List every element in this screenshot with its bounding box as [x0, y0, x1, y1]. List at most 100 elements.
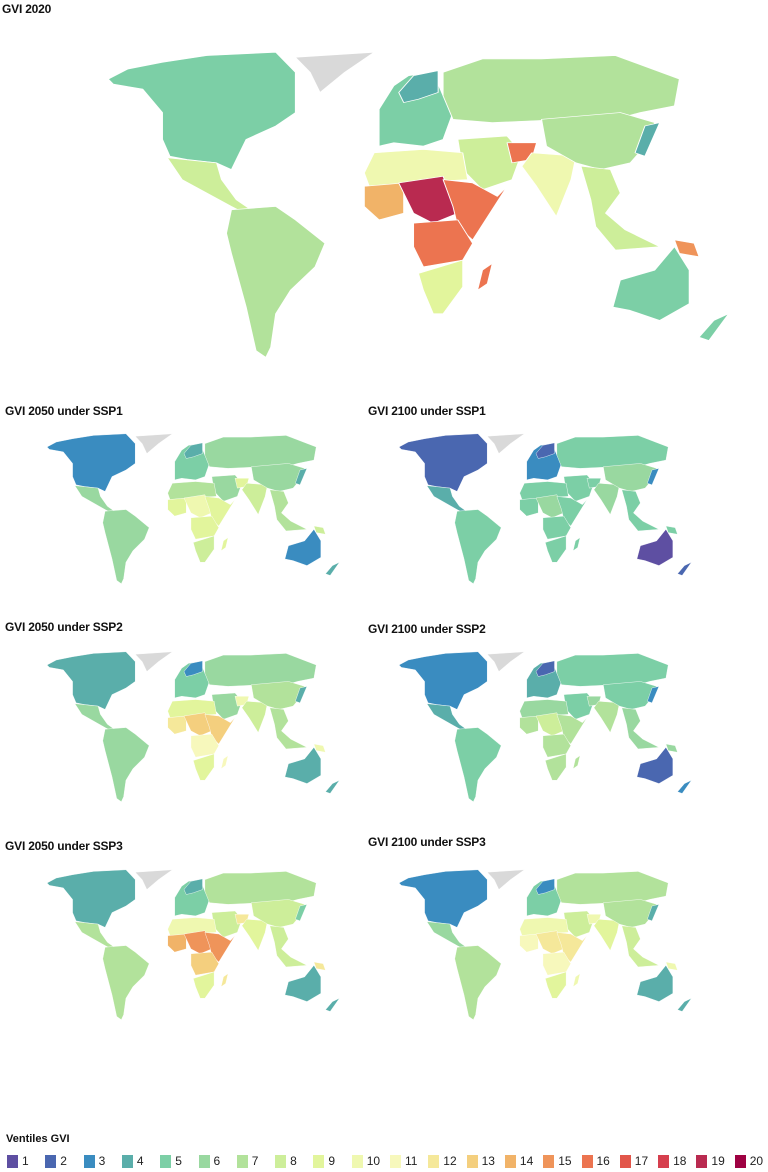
legend-item: 19: [696, 1154, 725, 1168]
region-central-sahel: [183, 712, 213, 736]
region-central-sahel: [535, 712, 565, 736]
region-india: [241, 919, 268, 951]
region-russia: [556, 653, 669, 687]
world-map-gvi-2050-under-ssp1: [46, 433, 340, 584]
legend-label: 17: [634, 1154, 649, 1168]
region-southeast-asia: [621, 925, 660, 968]
region-mexico-central: [426, 703, 469, 733]
region-japan: [295, 686, 308, 704]
region-papua-new-guinea: [313, 961, 326, 971]
legend-item: 4: [121, 1154, 144, 1168]
region-madagascar: [572, 537, 581, 551]
legend-item: 11: [390, 1154, 417, 1168]
region-west-africa: [519, 933, 539, 953]
legend-item: 7: [236, 1154, 259, 1168]
map-title-gvi-2050-ssp2: GVI 2050 under SSP2: [5, 620, 123, 634]
region-central-sahel: [535, 930, 565, 954]
region-madagascar: [220, 537, 229, 551]
region-southern-africa: [545, 971, 567, 999]
region-new-zealand: [325, 562, 340, 576]
legend-label: 15: [558, 1154, 572, 1168]
legend-item: 17: [619, 1154, 649, 1168]
region-greenland: [486, 433, 525, 454]
legend-swatch: [390, 1154, 401, 1168]
legend-label: 4: [136, 1154, 144, 1168]
legend-item: 18: [658, 1154, 686, 1168]
region-mexico-central: [426, 921, 469, 951]
region-australia: [636, 965, 674, 1002]
region-india: [241, 483, 268, 515]
region-new-zealand: [677, 562, 692, 576]
region-japan: [647, 904, 660, 922]
legend-item: 2: [45, 1154, 67, 1168]
legend-swatch: [504, 1154, 516, 1168]
region-japan: [295, 904, 308, 922]
region-china: [251, 899, 305, 928]
region-china: [603, 681, 657, 710]
region-southern-africa: [545, 535, 567, 563]
legend-label: 7: [251, 1154, 259, 1168]
legend-label: 14: [519, 1154, 534, 1168]
map-title-gvi-2100-ssp3: GVI 2100 under SSP3: [368, 835, 486, 849]
legend-label: 11: [405, 1154, 418, 1168]
region-scandinavia: [183, 442, 203, 459]
region-mexico-central: [426, 485, 469, 515]
region-west-africa: [167, 715, 187, 735]
region-central-sahel: [183, 494, 213, 518]
legend-swatch: [275, 1154, 287, 1168]
legend-label: 20: [749, 1154, 764, 1168]
legend-item: 3: [83, 1154, 106, 1168]
region-papua-new-guinea: [313, 525, 326, 535]
region-south-america: [102, 945, 150, 1020]
region-southern-africa: [193, 535, 215, 563]
region-southern-africa: [193, 753, 215, 781]
region-japan: [647, 686, 660, 704]
legend-swatch: [696, 1154, 708, 1168]
legend-swatch: [658, 1154, 670, 1168]
region-madagascar: [477, 263, 493, 291]
legend-label: 2: [60, 1154, 67, 1168]
region-southeast-asia: [621, 489, 660, 532]
legend-item: 8: [275, 1154, 297, 1168]
region-greenland: [294, 51, 375, 93]
region-mexico-central: [74, 703, 117, 733]
region-new-zealand: [325, 780, 340, 794]
legend-label: 5: [175, 1154, 182, 1168]
legend-item: 14: [504, 1154, 534, 1168]
legend-swatch: [160, 1154, 172, 1168]
region-southern-africa: [193, 971, 215, 999]
region-scandinavia: [535, 878, 555, 895]
legend-item: 12: [428, 1154, 457, 1168]
region-australia: [612, 246, 690, 321]
region-southern-africa: [417, 259, 464, 315]
map-title-gvi-2050-ssp3: GVI 2050 under SSP3: [5, 839, 123, 853]
region-greenland: [486, 869, 525, 890]
region-north-america: [46, 651, 136, 710]
legend-item: 9: [313, 1154, 335, 1168]
legend-label: 8: [290, 1154, 297, 1168]
region-north-america: [46, 433, 136, 492]
legend-label: 1: [22, 1154, 29, 1168]
region-scandinavia: [183, 878, 203, 895]
legend-label: 6: [213, 1154, 221, 1168]
region-greenland: [134, 869, 173, 890]
region-greenland: [134, 433, 173, 454]
region-mexico-central: [74, 921, 117, 951]
region-west-africa: [519, 715, 539, 735]
legend-swatch: [7, 1154, 18, 1168]
region-papua-new-guinea: [313, 743, 326, 753]
region-mexico-central: [74, 485, 117, 515]
region-scandinavia: [535, 442, 555, 459]
region-south-america: [454, 727, 502, 802]
world-map-gvi-2100-under-ssp1: [398, 433, 692, 584]
region-scandinavia: [398, 70, 439, 103]
map-title-gvi-2020: GVI 2020: [2, 2, 52, 16]
legend-item: 5: [160, 1154, 182, 1168]
region-papua-new-guinea: [673, 239, 700, 258]
legend-swatch: [543, 1154, 555, 1168]
region-central-sahel: [398, 175, 459, 224]
region-north-america: [398, 433, 488, 492]
legend-item: 1: [7, 1154, 29, 1168]
legend-label: 3: [98, 1154, 106, 1168]
region-southeast-asia: [269, 489, 308, 532]
